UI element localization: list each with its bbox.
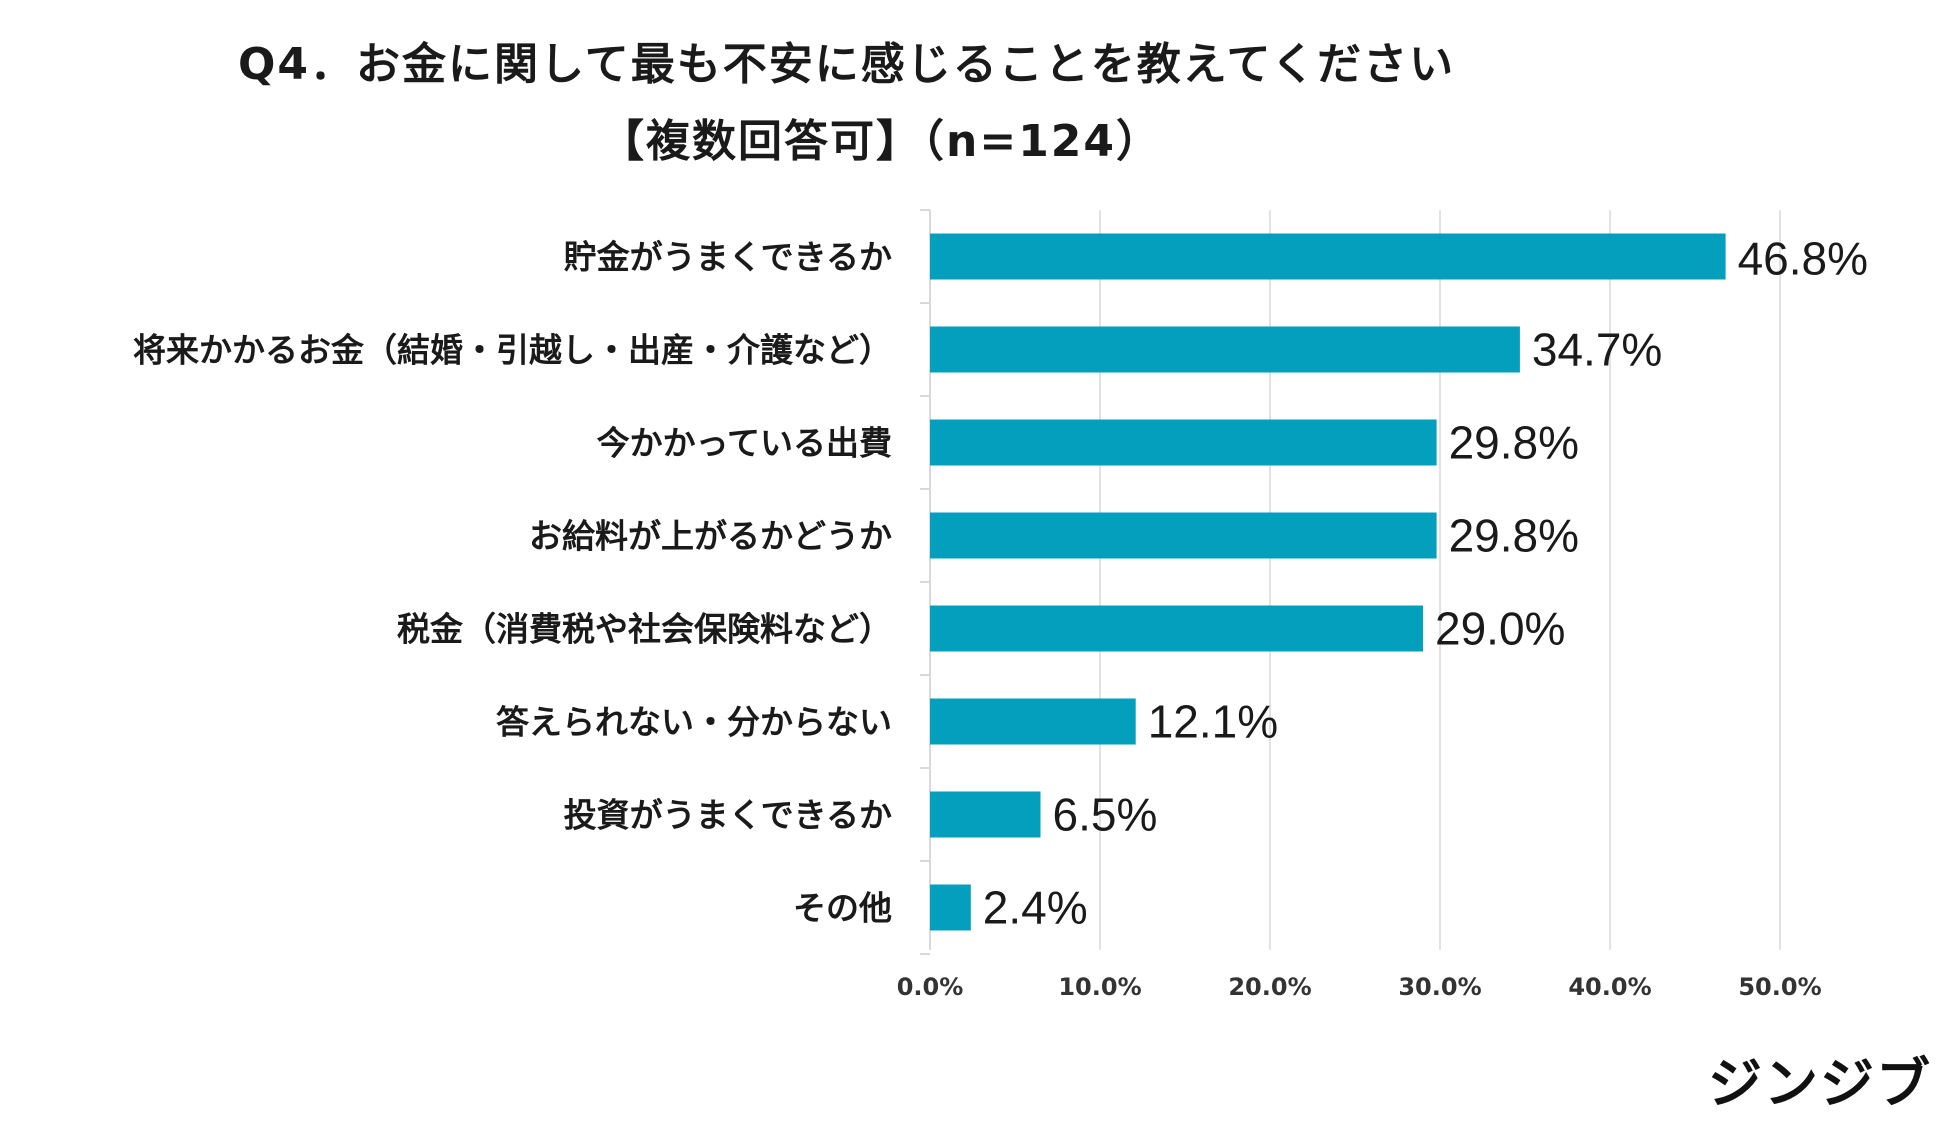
category-label: 税金（消費税や社会保険料など）: [397, 610, 892, 649]
bar: [930, 884, 971, 931]
category-label: 答えられない・分からない: [496, 703, 892, 742]
bar: [930, 605, 1423, 652]
value-label: 29.0%: [1435, 603, 1565, 655]
bar: [930, 791, 1041, 838]
value-label: 2.4%: [983, 882, 1088, 934]
value-label: 46.8%: [1738, 233, 1868, 285]
value-label: 34.7%: [1532, 324, 1662, 376]
category-label: 投資がうまくできるか: [564, 796, 892, 835]
brand-logo: ジンジブ: [1708, 1052, 1932, 1115]
value-label: 12.1%: [1148, 696, 1278, 748]
category-label: 今かかっている出費: [597, 424, 892, 463]
x-tick-label: 40.0%: [1568, 973, 1651, 1001]
category-label: その他: [793, 889, 892, 928]
category-label: 貯金がうまくできるか: [564, 238, 892, 277]
x-tick-label: 10.0%: [1058, 973, 1141, 1001]
bar: [930, 512, 1437, 559]
bar: [930, 233, 1726, 280]
value-label: 29.8%: [1449, 510, 1579, 562]
x-tick-label: 50.0%: [1738, 973, 1821, 1001]
bar: [930, 326, 1520, 373]
x-tick-label: 0.0%: [897, 973, 964, 1001]
chart-title: Q4．お金に関して最も不安に感じることを教えてください: [238, 39, 1456, 90]
category-label: 将来かかるお金（結婚・引越し・出産・介護など）: [133, 331, 892, 370]
x-tick-label: 20.0%: [1228, 973, 1311, 1001]
bar: [930, 419, 1437, 466]
x-tick-label: 30.0%: [1398, 973, 1481, 1001]
category-label: お給料が上がるかどうか: [529, 517, 892, 556]
value-label: 29.8%: [1449, 417, 1579, 469]
chart-subtitle: 【複数回答可】（n=124）: [600, 116, 1163, 167]
value-label: 6.5%: [1053, 789, 1158, 841]
bar: [930, 698, 1136, 745]
